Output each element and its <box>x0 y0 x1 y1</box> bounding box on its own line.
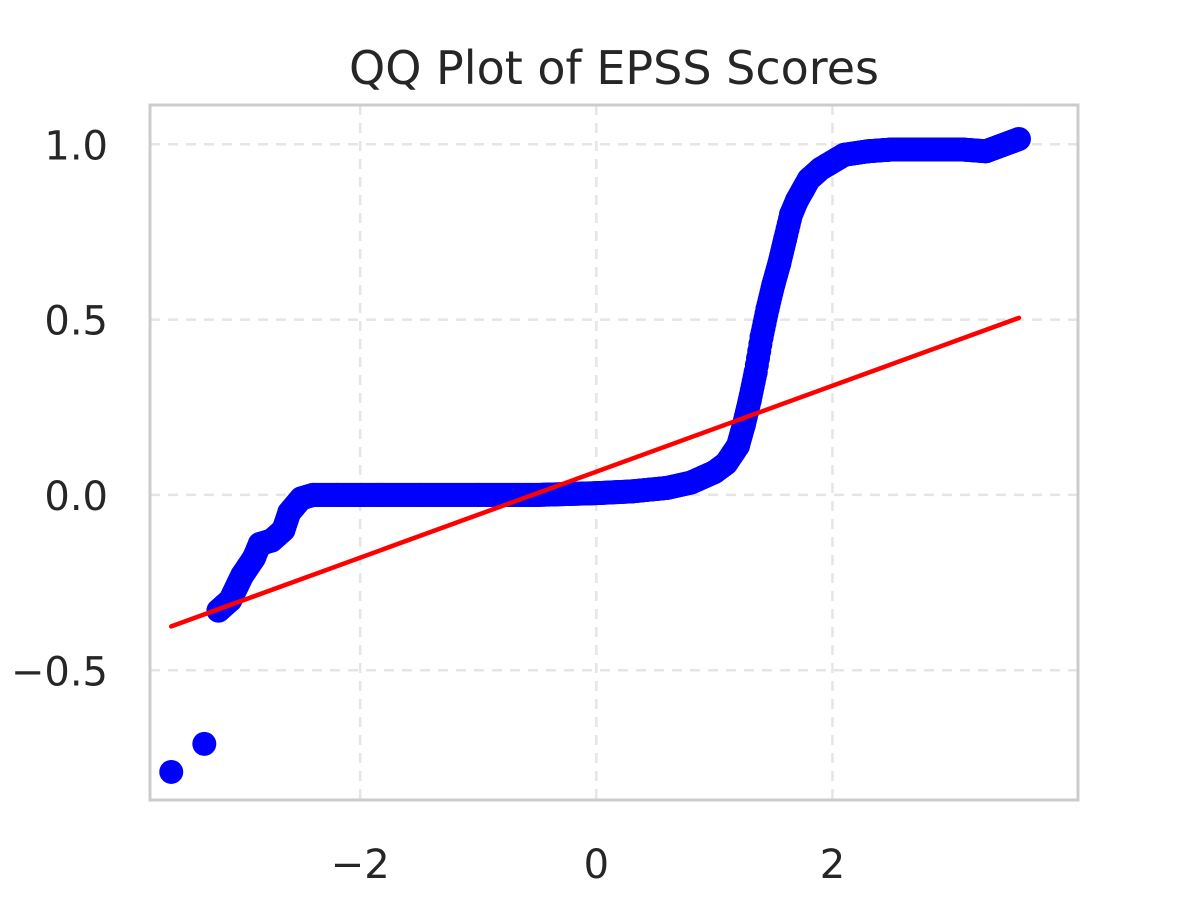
data-point <box>973 139 998 164</box>
data-point <box>832 142 857 167</box>
data-point <box>950 137 975 162</box>
data-point <box>584 481 609 506</box>
x-tick-label: 0 <box>584 842 609 888</box>
y-tick-label: 0.5 <box>44 299 108 345</box>
data-point <box>755 297 780 322</box>
data-point <box>737 388 762 413</box>
fit-line-group <box>169 315 1022 629</box>
y-tick-label: 1.0 <box>44 123 108 169</box>
y-tick-label: 0.0 <box>44 474 108 520</box>
y-tick-label: −0.5 <box>11 649 108 695</box>
data-point <box>348 482 373 507</box>
data-point <box>192 731 217 756</box>
data-point <box>466 482 491 507</box>
data-point <box>678 470 703 495</box>
data-point <box>655 475 680 500</box>
data-point <box>773 226 798 251</box>
data-point <box>159 759 184 784</box>
data-point <box>619 479 644 504</box>
fit-line <box>169 315 1022 629</box>
data-point <box>749 325 774 350</box>
data-point <box>761 272 786 297</box>
grid-lines <box>150 105 1078 800</box>
data-point <box>743 360 768 385</box>
data-point <box>725 433 750 458</box>
data-point <box>1006 127 1031 152</box>
chart-title: QQ Plot of EPSS Scores <box>349 41 879 95</box>
data-points <box>159 127 1031 784</box>
plot-frame <box>148 103 1080 802</box>
x-tick-label: −2 <box>331 842 390 888</box>
data-point <box>230 563 255 588</box>
data-point <box>324 482 349 507</box>
data-point <box>767 251 792 276</box>
x-tick-label: 2 <box>820 842 845 888</box>
y-axis-ticks: −0.5 0.0 0.5 1.0 <box>11 123 108 695</box>
data-point <box>879 137 904 162</box>
data-point <box>914 137 939 162</box>
data-point <box>407 482 432 507</box>
data-point <box>855 139 880 164</box>
data-point <box>714 451 739 476</box>
data-point <box>300 482 325 507</box>
x-axis-ticks: −2 0 2 <box>331 842 845 888</box>
